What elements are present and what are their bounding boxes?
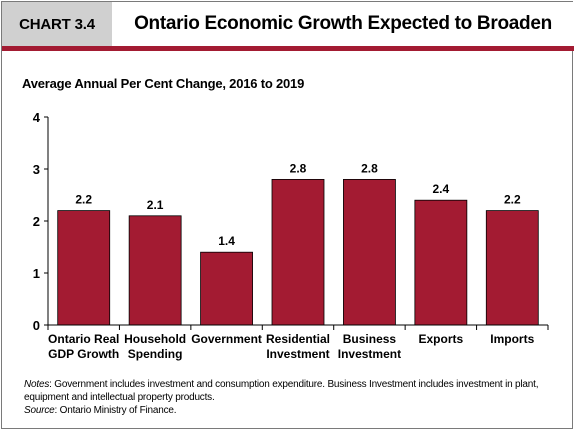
chart-subtitle: Average Annual Per Cent Change, 2016 to … [22,76,305,91]
x-tick-label: Ontario Real GDP Growth [48,332,119,361]
chart-title: Ontario Economic Growth Expected to Broa… [112,2,574,46]
y-tick-label: 4 [33,110,41,125]
chart-header: CHART 3.4 Ontario Economic Growth Expect… [2,2,574,46]
x-tick-label: Business Investment [338,332,401,361]
bar [271,178,325,326]
x-tick-label: Residential Investment [266,332,330,361]
source-label: Source [24,405,55,416]
notes-line: Notes: Government includes investment an… [24,378,564,404]
chart-notes: Notes: Government includes investment an… [24,378,564,417]
chart-number: CHART 3.4 [2,2,112,46]
x-tick-label: Household Spending [124,332,186,361]
bars-group: 2.2 2.1 1.4 2.8 2.8 2.4 2.2 [57,161,539,326]
y-axis: 0 1 2 3 4 [33,110,49,333]
source-line: Source: Ontario Ministry of Finance. [24,404,564,417]
source-text: : Ontario Ministry of Finance. [54,405,177,416]
x-tick-label: Exports [419,332,464,346]
x-tick-label: Government [191,332,262,346]
bar-value-label: 2.2 [75,193,92,207]
header-accent-rule [2,46,574,51]
bar [485,210,539,326]
notes-label: Notes [24,379,50,390]
bar [200,251,253,326]
bar [128,215,182,326]
bar [57,210,111,326]
bar-value-label: 2.8 [361,161,378,175]
bar-value-label: 2.8 [290,161,307,175]
y-tick-label: 2 [33,214,40,229]
y-tick-label: 1 [33,266,40,281]
bar-value-label: 2.2 [504,193,521,207]
bar [414,199,468,326]
y-tick-label: 3 [33,162,40,177]
bar-value-label: 1.4 [218,234,235,248]
bar-value-label: 2.4 [433,182,450,196]
x-tick-label: Imports [490,332,534,346]
notes-text: : Government includes investment and con… [24,379,539,403]
y-tick-label: 0 [33,318,40,333]
bar-value-label: 2.1 [147,198,164,212]
bar [343,178,396,326]
